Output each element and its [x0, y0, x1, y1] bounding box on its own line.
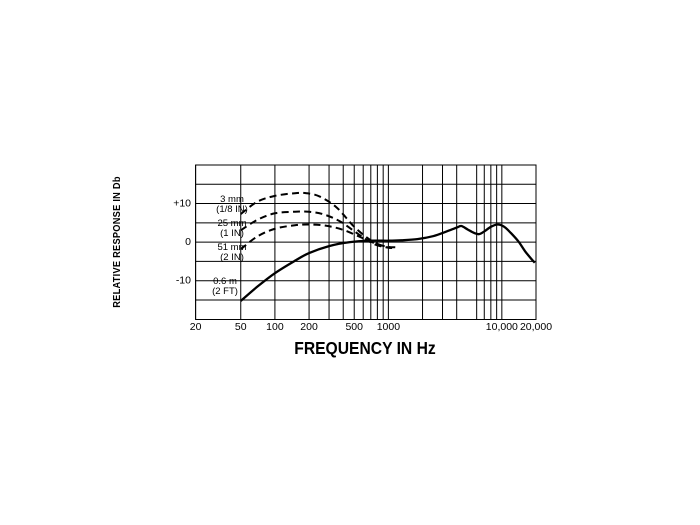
svg-text:(2 FT): (2 FT): [212, 286, 238, 297]
svg-text:200: 200: [300, 321, 318, 333]
svg-text:(1 IN): (1 IN): [220, 228, 244, 239]
svg-text:1000: 1000: [377, 321, 401, 333]
svg-text:FREQUENCY IN Hz: FREQUENCY IN Hz: [294, 338, 435, 358]
svg-text:20: 20: [190, 321, 202, 333]
svg-text:20,000: 20,000: [520, 321, 552, 333]
svg-text:RELATIVE RESPONSE IN Db: RELATIVE RESPONSE IN Db: [112, 176, 124, 307]
svg-text:0: 0: [185, 236, 191, 248]
svg-text:50: 50: [235, 321, 247, 333]
svg-text:(1/8 IN): (1/8 IN): [216, 204, 248, 215]
svg-text:-10: -10: [176, 275, 191, 287]
svg-text:100: 100: [266, 321, 284, 333]
svg-text:500: 500: [345, 321, 363, 333]
svg-text:10,000: 10,000: [486, 321, 518, 333]
svg-text:+10: +10: [173, 198, 191, 210]
svg-text:(2 IN): (2 IN): [220, 252, 244, 263]
